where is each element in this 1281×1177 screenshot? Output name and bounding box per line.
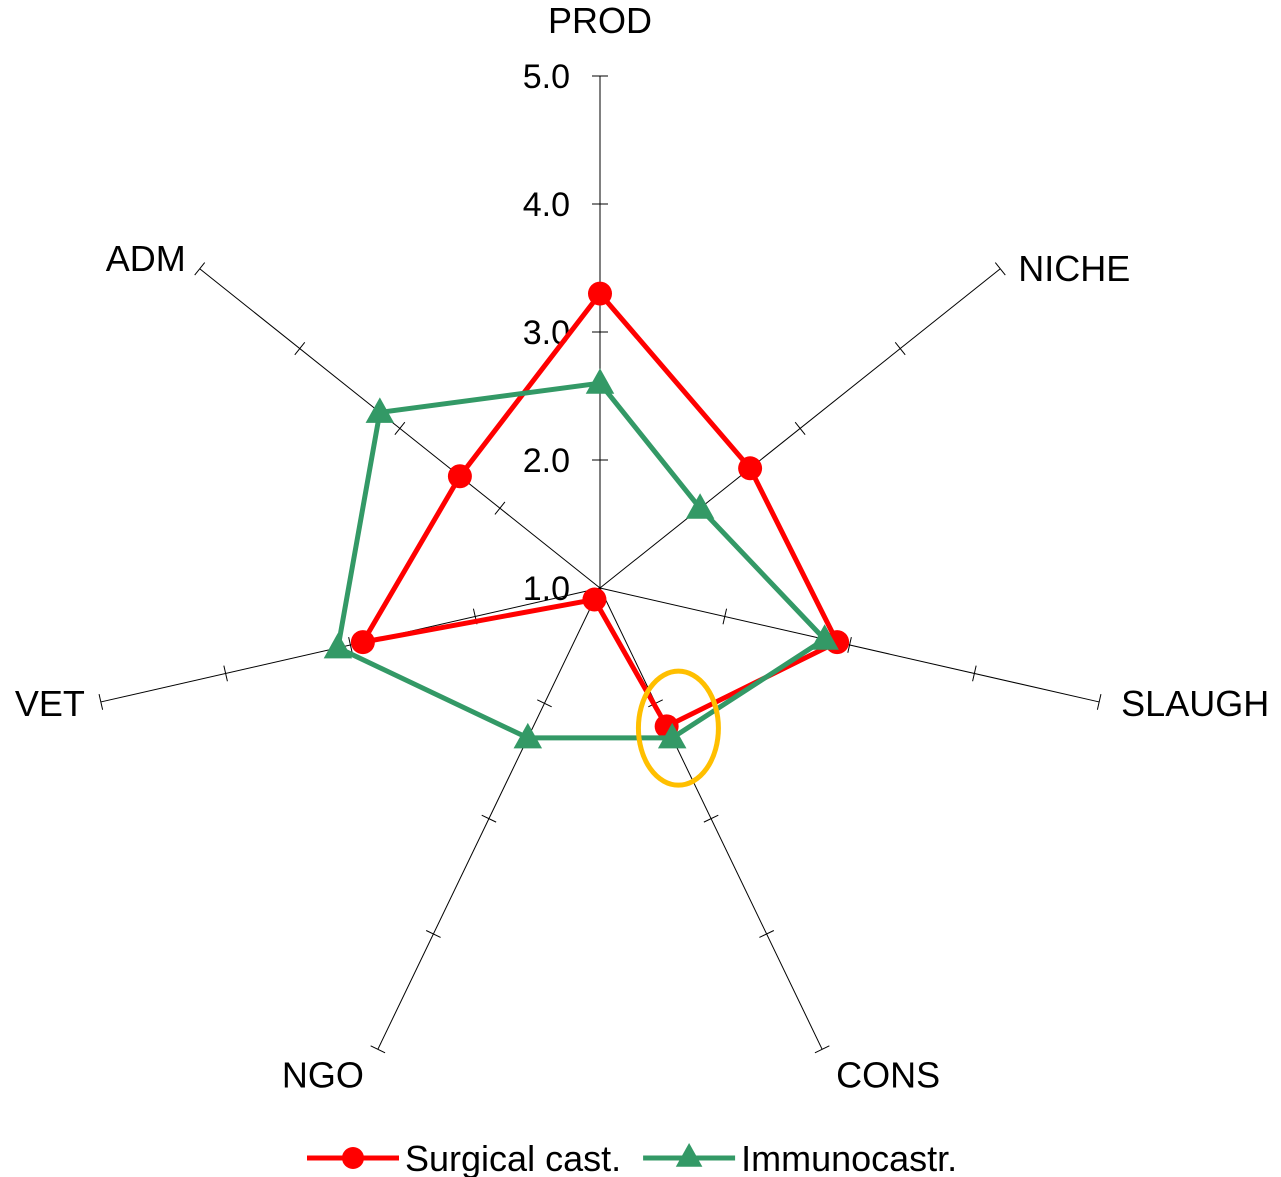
axis-tick xyxy=(494,501,506,515)
axis-tick xyxy=(194,262,206,276)
data-point-circle xyxy=(447,464,472,489)
annotation-layer xyxy=(635,668,721,788)
axis-tick xyxy=(994,262,1006,276)
radial-tick-label: 2.0 xyxy=(523,442,570,480)
axis-tick xyxy=(722,608,728,625)
category-labels: PROD NICHE SLAUGH CONS NGO VET ADM xyxy=(15,0,1269,1095)
axes-layer xyxy=(98,75,1102,1054)
series-layer xyxy=(323,281,850,749)
axis-tick xyxy=(394,421,406,435)
data-point-triangle xyxy=(323,632,353,659)
data-point-triangle xyxy=(585,368,615,394)
axis-tick xyxy=(348,637,353,653)
axis-tick xyxy=(223,665,228,682)
category-label-vet: VET xyxy=(15,683,85,724)
axis-tick xyxy=(703,814,719,823)
radial-tick-labels: 1.0 2.0 3.0 4.0 5.0 xyxy=(523,58,570,608)
legend-entry-0: Surgical cast. xyxy=(307,1138,621,1177)
radial-tick-label: 3.0 xyxy=(523,314,570,352)
data-point-triangle xyxy=(513,722,543,749)
axis-tick xyxy=(481,814,497,823)
radial-tick-label: 1.0 xyxy=(523,570,570,608)
series-line-1 xyxy=(335,380,828,741)
axis-tick xyxy=(847,637,852,653)
data-point-circle xyxy=(350,630,375,655)
legend-marker-circle xyxy=(342,1147,364,1169)
axis-tick xyxy=(294,342,306,356)
axis-tick xyxy=(370,1045,386,1054)
axis-tick xyxy=(794,421,806,435)
axis-tick xyxy=(537,699,552,708)
series-line-0 xyxy=(360,291,840,729)
category-label-slaugh: SLAUGH xyxy=(1121,683,1269,724)
axis-tick xyxy=(1096,694,1102,710)
category-label-ngo: NGO xyxy=(282,1054,364,1095)
category-label-cons: CONS xyxy=(836,1054,940,1095)
legend-marker-triangle xyxy=(675,1143,703,1167)
data-point-triangle xyxy=(365,397,395,423)
axis-tick xyxy=(972,665,977,682)
legend-label: Immunocastr. xyxy=(741,1138,957,1177)
radial-tick-label: 5.0 xyxy=(523,58,570,96)
axis-tick xyxy=(759,930,775,938)
category-label-prod: PROD xyxy=(548,0,652,41)
radial-tick-label: 4.0 xyxy=(523,186,570,224)
axis-tick xyxy=(98,694,104,710)
category-label-adm: ADM xyxy=(106,238,186,279)
legend-entry-1: Immunocastr. xyxy=(643,1138,957,1177)
data-point-circle xyxy=(738,456,763,481)
data-point-triangle xyxy=(810,624,839,650)
data-point-triangle xyxy=(657,722,687,749)
data-point-triangle xyxy=(685,493,715,519)
axis-tick xyxy=(814,1045,830,1054)
data-point-circle xyxy=(582,587,607,612)
legend-label: Surgical cast. xyxy=(405,1138,621,1177)
axis-tick xyxy=(894,342,906,356)
axis-tick xyxy=(425,930,441,938)
legend: Surgical cast. Immunocastr. xyxy=(307,1138,957,1177)
data-point-circle xyxy=(588,281,612,306)
highlight-ellipse xyxy=(635,668,721,788)
category-label-niche: NICHE xyxy=(1018,248,1130,289)
